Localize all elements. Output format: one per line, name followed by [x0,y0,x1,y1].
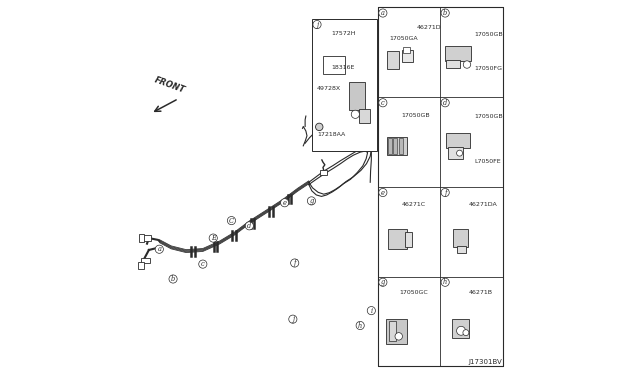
Circle shape [441,278,449,286]
Text: h: h [358,321,362,330]
Bar [446,134,470,148]
Bar [387,51,399,69]
Text: L7050FE: L7050FE [475,159,501,164]
Circle shape [245,222,253,230]
Text: 17050GB: 17050GB [475,115,503,119]
Text: h: h [443,278,447,286]
Bar [323,56,346,74]
Bar [399,138,403,154]
Text: d: d [247,222,252,230]
Text: e: e [381,189,385,196]
Text: J17301BV: J17301BV [468,359,502,365]
Text: 46271C: 46271C [402,202,426,207]
Bar [143,235,151,241]
Bar [393,138,397,154]
Circle shape [379,99,387,107]
Text: C: C [229,217,234,225]
Circle shape [441,9,449,17]
Bar [453,229,468,247]
Circle shape [441,188,449,196]
Circle shape [169,275,177,283]
Text: FRONT: FRONT [153,76,186,95]
Text: c: c [381,99,385,107]
Text: 17218AA: 17218AA [317,132,345,137]
Circle shape [379,188,387,196]
Circle shape [156,245,163,253]
Bar [402,50,413,61]
Circle shape [316,123,323,131]
Bar [405,232,412,247]
Circle shape [456,326,465,335]
Circle shape [199,260,207,268]
Circle shape [456,150,463,156]
Text: 46271D: 46271D [417,25,442,30]
Bar [388,138,392,154]
Bar [456,246,466,253]
Circle shape [307,197,316,205]
Bar [140,234,143,242]
Bar [359,109,370,123]
Text: f: f [294,259,296,267]
Text: 49728X: 49728X [317,86,341,91]
Text: j: j [292,315,294,323]
Circle shape [463,61,470,68]
Circle shape [395,333,403,340]
Text: 17572H: 17572H [332,31,356,36]
Text: e: e [283,199,287,207]
Text: 18316E: 18316E [332,65,355,70]
Bar [403,46,410,53]
Circle shape [367,307,376,315]
Bar [141,258,150,263]
Text: E: E [211,234,216,242]
Circle shape [441,99,449,107]
Bar [445,46,470,61]
Text: 17050GC: 17050GC [400,290,429,295]
Bar [349,82,365,110]
Circle shape [209,234,218,242]
Bar [446,60,460,68]
Text: i: i [371,307,372,315]
Circle shape [356,321,364,330]
Circle shape [379,278,387,286]
Text: f: f [444,189,447,196]
Bar [388,321,396,341]
Bar [312,19,377,151]
Circle shape [351,110,360,118]
Circle shape [280,199,289,207]
Text: 17050FG: 17050FG [475,66,502,71]
Text: c: c [201,260,205,268]
Text: b: b [443,9,447,17]
Text: 46271B: 46271B [468,290,492,295]
Bar [452,319,469,338]
Text: a: a [381,9,385,17]
Text: 46271DA: 46271DA [468,202,497,207]
Text: g: g [309,197,314,205]
Text: d: d [443,99,447,107]
Text: b: b [171,275,175,283]
Circle shape [379,9,387,17]
Bar [138,262,145,269]
Bar [387,137,407,155]
Text: 17050GA: 17050GA [389,36,418,41]
Circle shape [463,330,469,336]
Bar [386,318,406,344]
Text: a: a [157,245,161,253]
Text: 17050GB: 17050GB [475,32,503,37]
Text: g: g [381,278,385,286]
Circle shape [289,315,297,323]
Bar [388,229,407,249]
Bar [378,7,502,366]
Bar [320,170,326,175]
Circle shape [227,217,236,225]
Text: 17050GB: 17050GB [402,113,430,118]
Circle shape [313,20,321,29]
Circle shape [291,259,299,267]
Text: j: j [316,20,318,29]
Bar [447,147,463,159]
